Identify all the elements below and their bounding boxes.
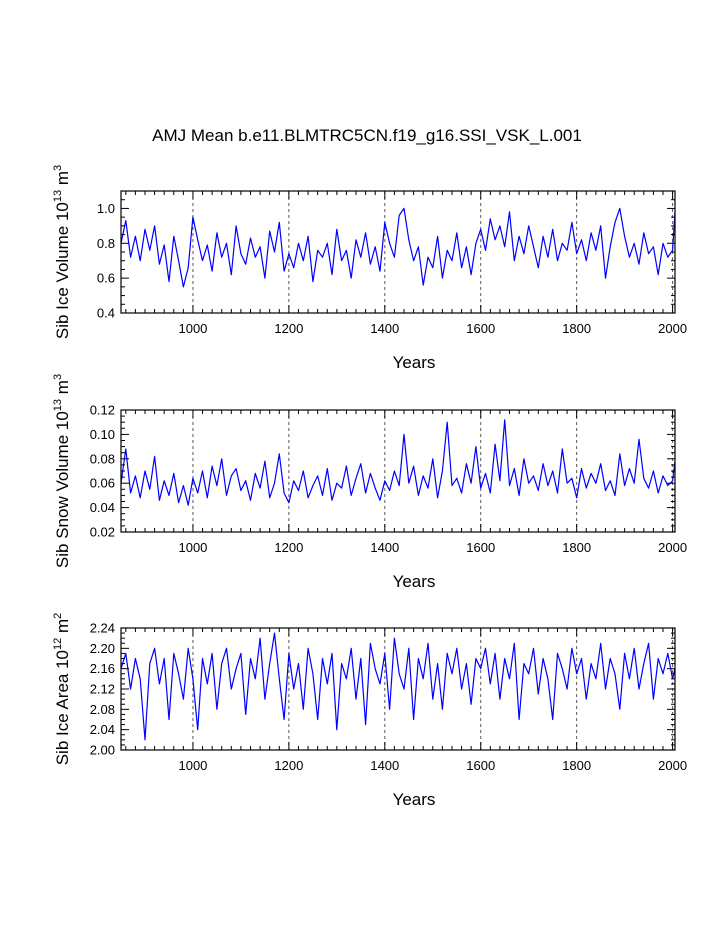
x-tick-label: 2000	[658, 321, 687, 336]
y-axis-label-text: m	[53, 380, 72, 399]
y-tick-label: 2.04	[90, 722, 115, 737]
y-tick-label: 2.24	[90, 621, 115, 636]
x-tick-label: 1000	[178, 321, 207, 336]
y-axis-label-superscript: 3	[52, 165, 64, 171]
y-tick-label: 2.16	[90, 661, 115, 676]
x-tick-label: 1600	[466, 540, 495, 555]
x-tick-label: 1000	[178, 540, 207, 555]
x-tick-label: 2000	[658, 758, 687, 773]
x-tick-label: 1400	[370, 321, 399, 336]
y-tick-label: 0.4	[97, 306, 115, 321]
y-tick-label: 2.08	[90, 702, 115, 717]
chart-panel-3: 1000 1200 1400 1600 1800 2000 2.00 2.04 2.08 2.12…	[52, 613, 687, 809]
y-tick-label: 2.12	[90, 682, 115, 697]
series-line	[120, 419, 676, 506]
x-tick-label: 1400	[370, 540, 399, 555]
y-axis-label: Sib Snow Volume 1013 m3	[52, 374, 72, 568]
y-tick-label: 0.6	[97, 271, 115, 286]
x-tick-label: 1000	[178, 758, 207, 773]
series-line	[120, 632, 676, 741]
y-axis-label: Sib Ice Area 1012 m2	[52, 613, 72, 766]
y-tick-label: 1.0	[97, 201, 115, 216]
y-axis-label-text: m	[53, 171, 72, 190]
x-tick-label: 1200	[274, 321, 303, 336]
y-axis-label-text: Sib Snow Volume 10	[53, 411, 72, 568]
y-tick-label: 2.20	[90, 641, 115, 656]
y-axis-label-superscript: 2	[52, 613, 64, 619]
x-tick-label: 1800	[562, 758, 591, 773]
y-axis-label-text: m	[53, 619, 72, 638]
y-axis-label: Sib Ice Volume 1013 m3	[52, 165, 72, 339]
y-axis-label-superscript: 13	[52, 399, 64, 411]
series-line	[120, 207, 676, 288]
y-axis-label-text: Sib Ice Volume 10	[53, 202, 72, 339]
y-axis-label-text: Sib Ice Area 10	[53, 650, 72, 765]
y-axis-label-superscript: 12	[52, 638, 64, 650]
x-tick-label: 1200	[274, 758, 303, 773]
x-tick-label: 2000	[658, 540, 687, 555]
y-axis-label-superscript: 13	[52, 190, 64, 202]
y-tick-label: 0.12	[90, 403, 115, 418]
x-axis-label: Years	[393, 572, 436, 591]
chart-panel-1: 1000 1200 1400 1600 1800 2000 0.4 0.6 0.8 1.0 Year…	[52, 165, 687, 372]
panels: 1000 1200 1400 1600 1800 2000 0.4 0.6 0.8 1.0 Year…	[52, 165, 687, 809]
x-tick-label: 1800	[562, 540, 591, 555]
y-tick-label: 0.08	[90, 451, 115, 466]
x-axis-label: Years	[393, 353, 436, 372]
figure-title: AMJ Mean b.e11.BLMTRC5CN.f19_g16.SSI_VSK…	[152, 126, 582, 145]
y-tick-label: 0.04	[90, 500, 115, 515]
y-tick-label: 0.02	[90, 525, 115, 540]
chart-panel-2: 1000 1200 1400 1600 1800 2000 0.02 0.04 0.06 0.08…	[52, 374, 687, 591]
x-axis-label: Years	[393, 790, 436, 809]
x-tick-label: 1800	[562, 321, 591, 336]
y-tick-label: 0.06	[90, 476, 115, 491]
y-tick-label: 0.10	[90, 427, 115, 442]
y-tick-label: 2.00	[90, 743, 115, 758]
x-tick-label: 1400	[370, 758, 399, 773]
x-tick-label: 1200	[274, 540, 303, 555]
y-tick-label: 0.8	[97, 236, 115, 251]
x-tick-label: 1600	[466, 321, 495, 336]
y-axis-label-superscript: 3	[52, 374, 64, 380]
x-tick-label: 1600	[466, 758, 495, 773]
